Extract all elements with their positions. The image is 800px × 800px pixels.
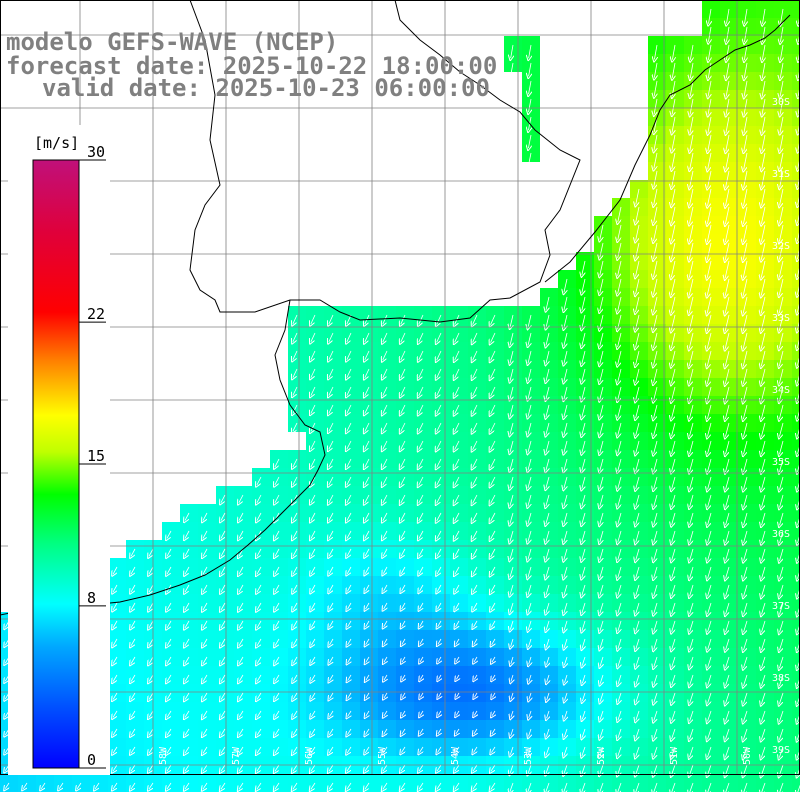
- field-cell: [792, 288, 800, 306]
- latitude-label: 32S: [772, 241, 790, 252]
- longitude-label: 51W: [669, 746, 680, 765]
- field-cell: [792, 432, 800, 450]
- field-cell: [792, 522, 800, 540]
- field-cell: [792, 576, 800, 594]
- field-cell: [792, 450, 800, 468]
- colorbar-tick-label: 15: [87, 447, 105, 465]
- longitude-label: 50W: [742, 746, 753, 765]
- longitude-label: 52W: [596, 746, 607, 765]
- field-cell: [792, 630, 800, 648]
- field-cell: [792, 468, 800, 486]
- longitude-label: 53W: [523, 746, 534, 765]
- latitude-label: 35S: [772, 457, 790, 468]
- field-cell: [792, 504, 800, 522]
- longitude-label: 54W: [450, 746, 461, 765]
- colorbar-tick-label: 8: [87, 589, 96, 607]
- field-cell: [792, 594, 800, 612]
- field-cell: [792, 378, 800, 396]
- latitude-label: 38S: [772, 673, 790, 684]
- field-cell: [792, 612, 800, 630]
- latitude-label: 31S: [772, 169, 790, 180]
- longitude-label: 56W: [304, 746, 315, 765]
- latitude-label: 36S: [772, 529, 790, 540]
- longitude-label: 55W: [377, 746, 388, 765]
- field-cell: [792, 702, 800, 720]
- field-cell: [792, 414, 800, 432]
- field-cell: [792, 270, 800, 288]
- field-cell: [792, 342, 800, 360]
- field-cell: [792, 666, 800, 684]
- field-cell: [792, 360, 800, 378]
- colorbar-tick-label: 0: [87, 751, 96, 769]
- latitude-label: 39S: [772, 745, 790, 756]
- colorbar: [m/s] 30 22 15 8 0: [8, 125, 110, 775]
- longitude-label: 58W: [158, 746, 169, 765]
- field-cell: [792, 486, 800, 504]
- latitude-label: 33S: [772, 313, 790, 324]
- field-cell: [792, 648, 800, 666]
- title-valid-date: valid date: 2025-10-23 06:00:00: [42, 74, 490, 102]
- title-model: modelo GEFS-WAVE (NCEP): [6, 28, 339, 56]
- field-cell: [792, 396, 800, 414]
- field-cell: [792, 540, 800, 558]
- longitude-label: 57W: [231, 746, 242, 765]
- colorbar-unit-label: [m/s]: [34, 134, 79, 152]
- colorbar-tick-label: 22: [87, 305, 105, 323]
- latitude-label: 37S: [772, 601, 790, 612]
- colorbar-scale: [32, 159, 80, 769]
- colorbar-tick-label: 30: [87, 143, 105, 161]
- field-cell: [792, 0, 800, 18]
- field-cell: [792, 558, 800, 576]
- field-cell: [792, 306, 800, 324]
- latitude-label: 34S: [772, 385, 790, 396]
- field-cell: [792, 684, 800, 702]
- latitude-label: 30S: [772, 97, 790, 108]
